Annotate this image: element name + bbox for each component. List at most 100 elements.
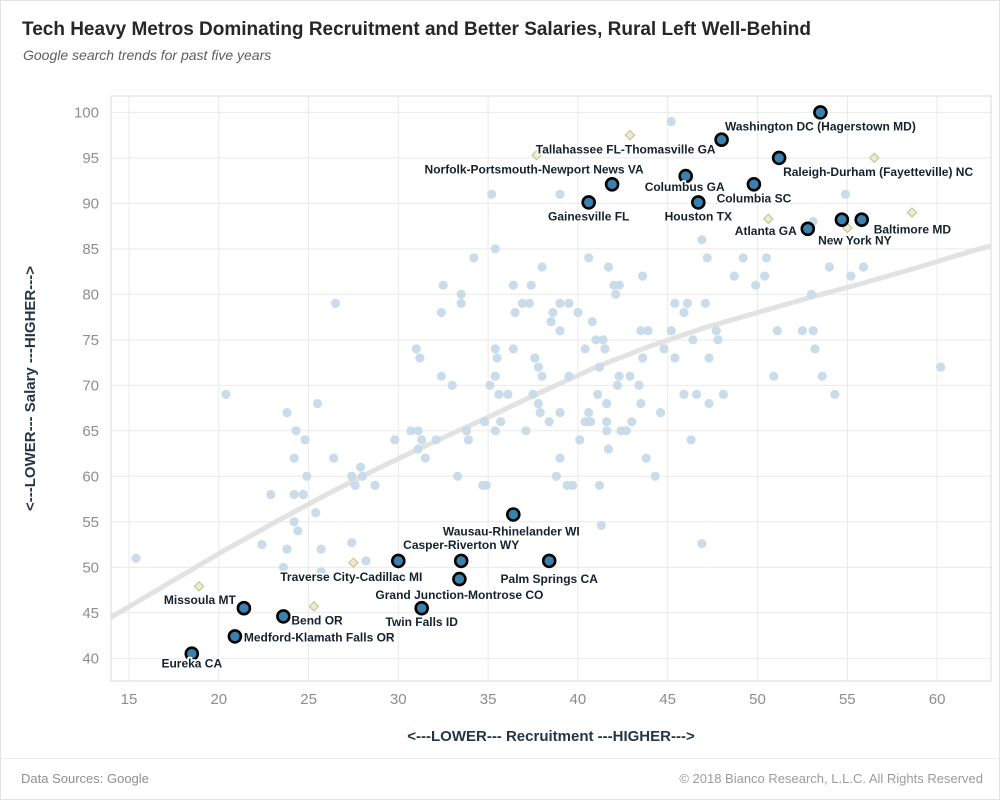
metro-point [604, 177, 620, 192]
background-dot [462, 426, 472, 436]
x-tick-label: 25 [300, 691, 317, 708]
metro-point [690, 195, 706, 210]
background-dot [670, 353, 680, 363]
background-dot [508, 344, 518, 354]
background-dot [636, 398, 646, 409]
background-dot [598, 335, 608, 345]
background-dot [585, 417, 596, 427]
background-dot [456, 298, 466, 308]
background-dot [278, 562, 288, 572]
background-dot [760, 271, 770, 281]
metro-point [184, 646, 200, 662]
metro-label: Baltimore MD [874, 223, 952, 237]
background-dot [535, 408, 545, 418]
background-dot [357, 471, 367, 481]
background-dot [738, 253, 748, 263]
metro-point [236, 600, 252, 616]
background-dot [614, 280, 624, 290]
diamond-marker [762, 213, 774, 225]
background-dot [656, 408, 666, 418]
background-dot [575, 435, 585, 445]
background-dot [634, 380, 644, 390]
metro-point [414, 600, 430, 616]
background-dot [611, 289, 621, 299]
y-axis-title: <---LOWER--- Salary ---HIGHER---> [22, 266, 39, 511]
background-dot [713, 335, 723, 345]
background-dot [291, 426, 301, 436]
metro-label: Norfolk-Portsmouth-Newport News VA [425, 162, 644, 176]
metro-labels: Eureka CA Medford-Klamath Falls OR Bend OR… [160, 118, 976, 673]
metro-point [541, 553, 557, 569]
background-dot [621, 426, 632, 436]
background-dot [691, 389, 702, 399]
background-dot [431, 435, 441, 445]
background-dot [594, 480, 605, 490]
background-dot [584, 253, 594, 263]
background-dot [413, 426, 423, 436]
background-dot [406, 426, 416, 436]
metro-point [854, 212, 870, 227]
data-sources-note: Data Sources: Google [21, 771, 149, 786]
background-dot [298, 489, 308, 500]
background-dot [772, 326, 782, 336]
y-tick-label: 70 [82, 377, 99, 394]
background-dot [361, 556, 371, 566]
background-dot [602, 426, 612, 436]
background-dot [670, 298, 680, 308]
background-dot [257, 539, 267, 550]
y-tick-label: 85 [82, 241, 99, 258]
background-dot [312, 398, 323, 409]
tick-labels: 15 20 25 30 35 40 45 50 55 60 40 45 50 55 60 65 70 75 80 85… [74, 104, 945, 708]
background-dot [508, 280, 518, 290]
background-dot [697, 235, 707, 245]
background-dot [524, 298, 535, 308]
background-dot [769, 371, 779, 381]
background-dot [612, 380, 623, 390]
background-dot [688, 335, 698, 345]
x-tick-label: 55 [839, 691, 856, 708]
background-dot [496, 417, 506, 427]
background-dot [682, 298, 693, 308]
background-dot [650, 471, 660, 481]
background-dot [614, 371, 624, 381]
background-dot [490, 244, 500, 254]
background-dot [521, 426, 531, 436]
background-dot [846, 271, 856, 281]
metro-point [813, 105, 828, 120]
metro-label: Atlanta GA [735, 224, 797, 238]
y-tick-label: 80 [82, 286, 99, 303]
background-dot [517, 298, 527, 308]
background-dot [643, 326, 653, 336]
background-dot [528, 389, 538, 399]
background-dot [761, 253, 772, 263]
background-dot [659, 344, 669, 354]
background-dot [638, 271, 648, 281]
diamond-marker [308, 601, 320, 612]
x-tick-label: 40 [570, 691, 587, 708]
metro-label: Twin Falls ID [385, 615, 458, 629]
y-tick-label: 90 [82, 195, 99, 212]
background-dot [417, 435, 427, 445]
background-dot [596, 520, 606, 531]
background-dot [537, 371, 547, 381]
page-title: Tech Heavy Metros Dominating Recruitment… [22, 19, 812, 40]
y-tick-label: 95 [82, 150, 99, 167]
background-dot [487, 189, 497, 199]
background-dot [453, 471, 463, 481]
background-dot [289, 517, 299, 527]
background-dot [463, 435, 473, 445]
background-dot [573, 307, 583, 318]
background-dot [555, 453, 565, 463]
page-subtitle: Google search trends for past five years [23, 47, 272, 63]
background-dot [603, 444, 614, 454]
diamond-marker [906, 207, 918, 218]
x-tick-label: 30 [390, 691, 407, 708]
y-tick-label: 40 [82, 650, 99, 667]
metro-label: Eureka CA [161, 657, 222, 671]
background-dot [347, 471, 357, 481]
background-dot [555, 408, 565, 418]
background-dot [679, 389, 689, 399]
background-dot [316, 567, 326, 577]
background-dot [568, 480, 578, 490]
